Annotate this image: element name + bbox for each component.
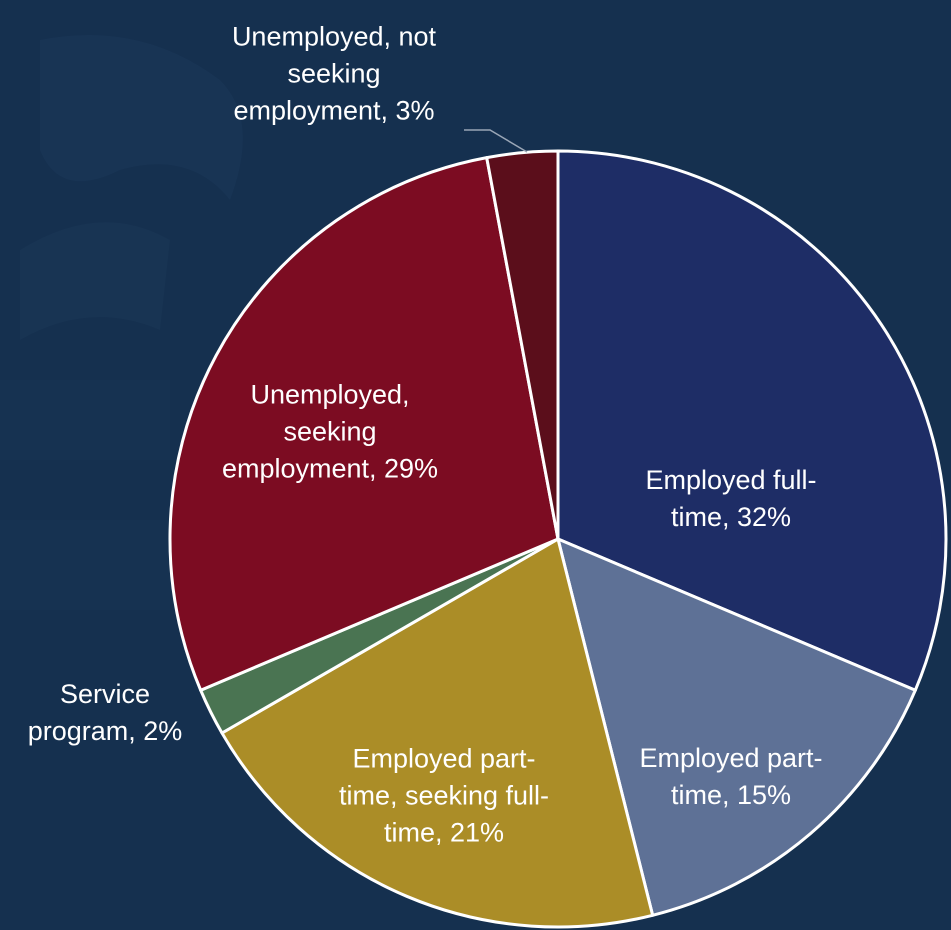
pie-slice-2 — [220, 537, 655, 929]
slice-label-employed-full-time: Employed full- time, 32% — [645, 465, 817, 532]
slice-label-unemployed-not-seeking: Unemployed, not seeking employment, 3% — [231, 21, 437, 126]
pie-slice-0 — [556, 149, 948, 692]
pie-slice-1 — [556, 537, 917, 917]
pie-slice-4 — [168, 156, 560, 692]
slice-label-unemployed-seeking: Unemployed, seeking employment, 29% — [221, 379, 439, 484]
slice-label-employed-part-time-seeking-full-time: Employed part- time, seeking full- time,… — [338, 743, 550, 848]
slice-label-service-program: Service program, 2% — [27, 679, 183, 746]
pie-slice-5 — [485, 149, 560, 541]
leader-line — [464, 129, 528, 153]
slices-group — [168, 149, 948, 929]
slice-label-employed-part-time: Employed part- time, 15% — [639, 743, 823, 810]
